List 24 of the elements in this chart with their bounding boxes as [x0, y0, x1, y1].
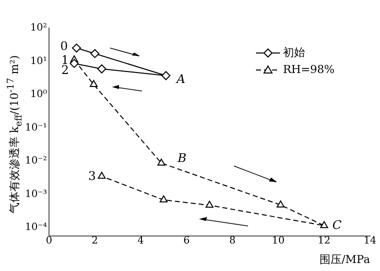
x-tick-label: 4 — [138, 236, 144, 247]
annotation: 3 — [88, 169, 96, 184]
legend-label: 初始 — [283, 45, 305, 61]
annotation: A — [176, 72, 186, 86]
y-tick-label: 10¹ — [30, 56, 47, 67]
x-tick-label: 12 — [318, 236, 331, 247]
y-tick-label: 10⁻¹ — [24, 122, 47, 134]
annotation: 2 — [61, 63, 69, 78]
annotation: B — [176, 151, 187, 166]
x-tick-label: 6 — [183, 236, 190, 247]
y-tick-label: 10⁻⁴ — [24, 222, 47, 234]
y-tick-label: 10⁰ — [30, 89, 47, 100]
x-tick-label: 2 — [92, 236, 98, 247]
x-tick-label: 14 — [364, 236, 376, 247]
annotation: 0 — [60, 39, 68, 54]
y-tick-label: 10⁻³ — [24, 188, 47, 200]
x-tick-label: 8 — [229, 236, 236, 247]
y-tick-label: 10⁻² — [24, 156, 47, 167]
y-tick-label: 10² — [30, 22, 47, 34]
x-tick-label: 0 — [46, 236, 52, 247]
annotation: C — [332, 218, 342, 232]
x-axis-title: 围压/MPa — [320, 252, 370, 267]
x-tick-label: 10 — [272, 236, 285, 247]
legend-label: RH=98% — [283, 62, 335, 78]
